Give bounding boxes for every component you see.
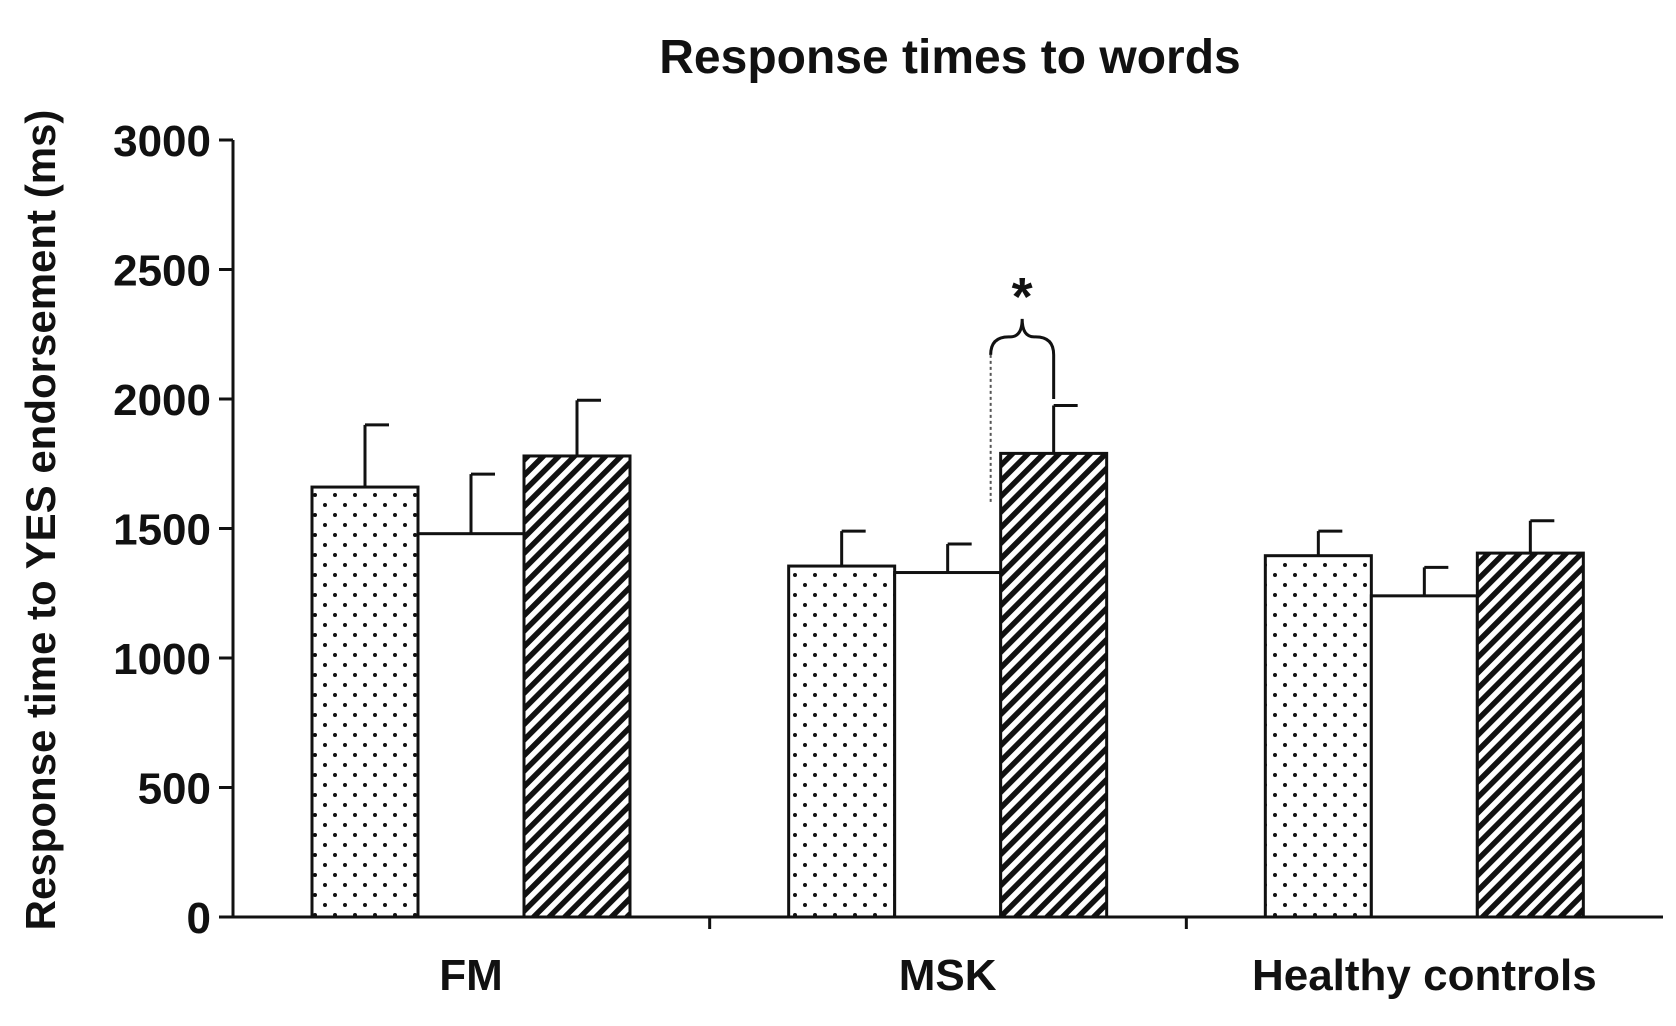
bar [310, 485, 420, 919]
y-tick-label: 500 [138, 765, 211, 814]
y-tick-label: 2000 [113, 376, 211, 425]
bar [1369, 594, 1479, 919]
bar [1475, 551, 1585, 919]
bar [893, 571, 1003, 919]
x-category-label: FM [439, 951, 503, 1000]
x-category-label: MSK [899, 951, 997, 1000]
y-tick-label: 1500 [113, 506, 211, 555]
y-tick-label: 1000 [113, 635, 211, 684]
y-tick-label: 3000 [113, 117, 211, 166]
y-tick-label: 0 [187, 894, 211, 943]
significance-asterisk: * [1012, 267, 1033, 327]
significance-brace [989, 318, 1056, 399]
bar [999, 451, 1109, 919]
annotations: * [989, 267, 1056, 503]
bar [416, 532, 526, 919]
x-category-label: Healthy controls [1252, 951, 1597, 1000]
bars [310, 398, 1585, 919]
y-tick-label: 2500 [113, 247, 211, 296]
chart-title: Response times to words [659, 31, 1240, 84]
bar [522, 454, 632, 919]
bar [1263, 554, 1373, 919]
y-axis-label: Response time to YES endorsement (ms) [17, 110, 64, 931]
axes: 0 500 1000 1500 2000 2500 3000 FM MSK Healthy con… [113, 117, 1663, 1000]
bar [787, 564, 897, 919]
